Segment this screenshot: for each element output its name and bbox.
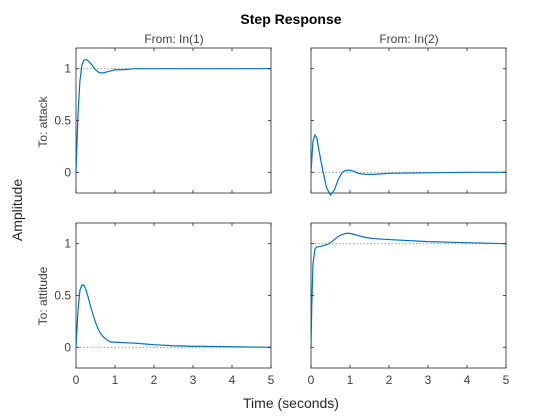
x-tick-label-r2c1-2: 2	[151, 373, 158, 387]
axes-box-r2c1	[75, 222, 272, 369]
y-tick-label-r2c1-0: 0	[64, 340, 71, 354]
column-title-in1: From: In(1)	[144, 32, 203, 46]
x-tick-label-r2c2-4: 4	[464, 373, 471, 387]
x-tick-label-r2c2-3: 3	[425, 373, 432, 387]
axes-box-r2c2	[310, 222, 507, 369]
subplot-r2c1: 0 0.5 1 0 1 2 3 4 5	[54, 222, 275, 387]
x-tick-label-r2c1-1: 1	[112, 373, 119, 387]
axes-box-r1c2	[310, 47, 507, 194]
row-label-attack: To: attack	[36, 95, 50, 147]
y-tick-label-r2c1-1: 0.5	[54, 289, 71, 303]
response-curve-r2c2	[310, 232, 507, 348]
axes-box-r1c1	[75, 47, 272, 194]
x-tick-label-r2c2-2: 2	[386, 373, 393, 387]
y-tick-label-r1c1-0: 0	[64, 165, 71, 179]
subplot-r1c2	[310, 47, 507, 197]
x-tick-label-r2c1-3: 3	[190, 373, 197, 387]
x-tick-label-r2c2-5: 5	[503, 373, 510, 387]
column-title-in2: From: In(2)	[379, 32, 438, 46]
subplot-r2c2: 0 1 2 3 4 5	[308, 222, 510, 387]
y-tick-label-r2c1-2: 1	[64, 237, 71, 251]
response-curve-r1c1	[75, 58, 271, 173]
y-tick-label-r1c1-2: 1	[64, 62, 71, 76]
y-tick-label-r1c1-1: 0.5	[54, 114, 71, 128]
x-tick-label-r2c1-5: 5	[268, 373, 275, 387]
response-curve-r2c1	[75, 284, 272, 348]
x-axis-label: Time (seconds)	[243, 395, 339, 411]
x-tick-label-r2c2-0: 0	[308, 373, 315, 387]
subplot-r1c1: 00.51	[54, 47, 272, 194]
y-axis-label: Amplitude	[9, 179, 25, 241]
x-tick-label-r2c1-4: 4	[229, 373, 236, 387]
response-curve-r1c2	[310, 133, 506, 197]
chart-title: Step Response	[240, 11, 341, 27]
x-tick-label-r2c2-1: 1	[347, 373, 354, 387]
row-label-attitude: To: attitude	[36, 266, 50, 325]
x-tick-label-r2c1-0: 0	[73, 373, 80, 387]
